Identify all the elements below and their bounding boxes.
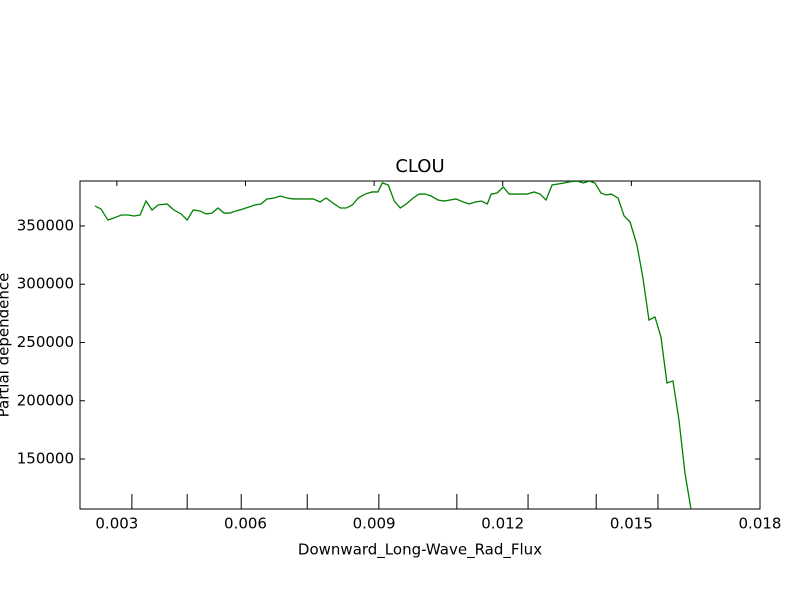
y-tick-label: 250000 bbox=[17, 333, 74, 351]
plot-frame bbox=[79, 180, 761, 510]
chart-title: CLOU bbox=[395, 156, 444, 177]
x-tick-label: 0.009 bbox=[353, 515, 396, 533]
y-axis-label: Partial dependence bbox=[0, 273, 13, 418]
data-line bbox=[94, 181, 692, 509]
y-tick-label: 150000 bbox=[17, 450, 74, 468]
y-tick-label: 200000 bbox=[17, 391, 74, 409]
x-tick-label: 0.018 bbox=[739, 515, 782, 533]
y-tick-label: 350000 bbox=[17, 216, 74, 234]
x-axis-label: Downward_Long-Wave_Rad_Flux bbox=[298, 541, 542, 560]
x-tick-label: 0.006 bbox=[224, 515, 267, 533]
x-tick-label: 0.015 bbox=[610, 515, 653, 533]
x-tick-label: 0.012 bbox=[481, 515, 524, 533]
y-tick-label: 300000 bbox=[17, 275, 74, 293]
x-tick-label: 0.003 bbox=[95, 515, 138, 533]
